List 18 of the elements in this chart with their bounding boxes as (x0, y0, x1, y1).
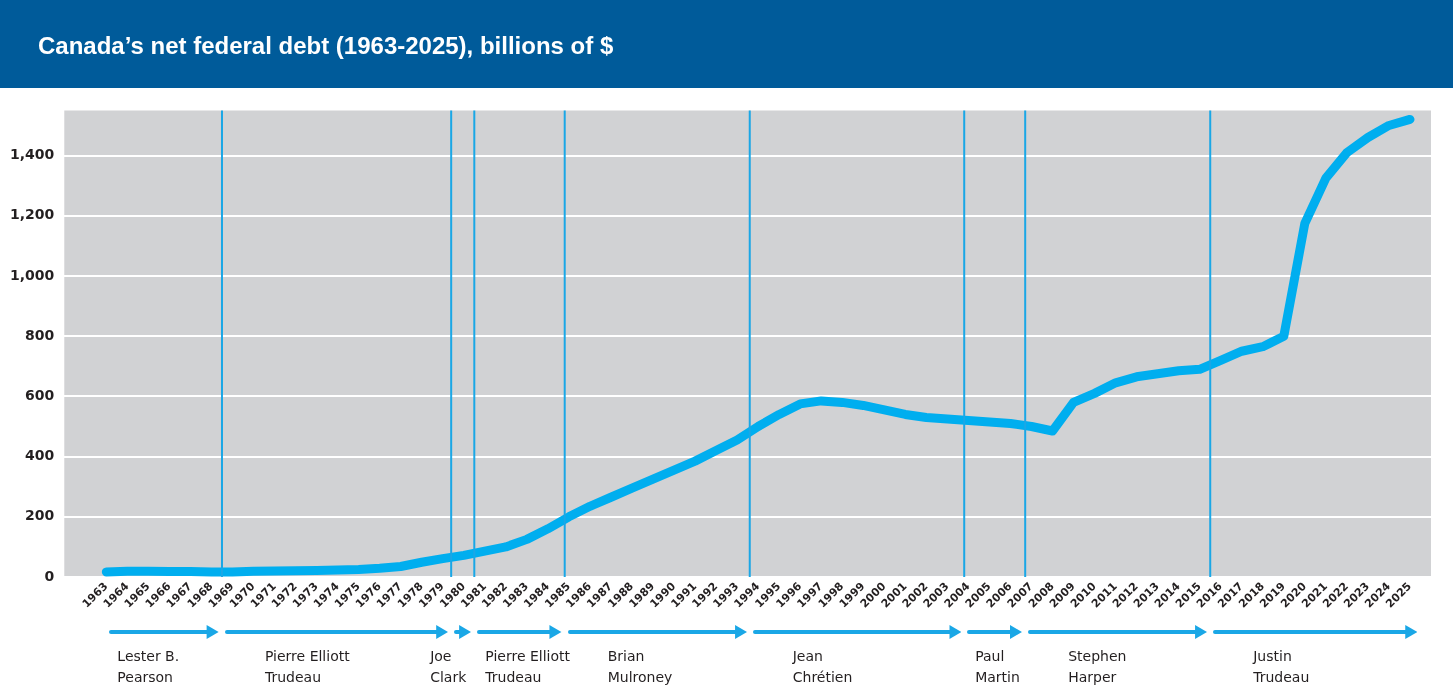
y-tick-label: 200 (25, 507, 55, 524)
text: Lester B. Pearson (117, 647, 180, 687)
y-tick-label: 1,200 (9, 206, 55, 223)
text: Jean Chrétien (792, 647, 853, 687)
text: Pierre Elliott Trudeau (264, 647, 350, 687)
y-tick-label: 600 (25, 387, 55, 404)
y-tick-label: 1,000 (9, 266, 55, 283)
text: Joe Clark (430, 647, 467, 687)
chart-title: Canada’s net federal debt (1963-2025), billions of $ (0, 0, 1453, 88)
y-tick-label: 0 (44, 567, 55, 584)
y-tick-label: 400 (25, 447, 55, 464)
y-tick-label: 800 (25, 326, 55, 343)
y-tick-label: 1,400 (9, 146, 55, 163)
text: Stephen Harper (1068, 647, 1127, 687)
text: Justin Trudeau (1253, 647, 1310, 687)
text: Brian Mulroney (607, 647, 673, 687)
text: Paul Martin (975, 647, 1020, 687)
text: Pierre Elliott Trudeau (485, 647, 571, 687)
